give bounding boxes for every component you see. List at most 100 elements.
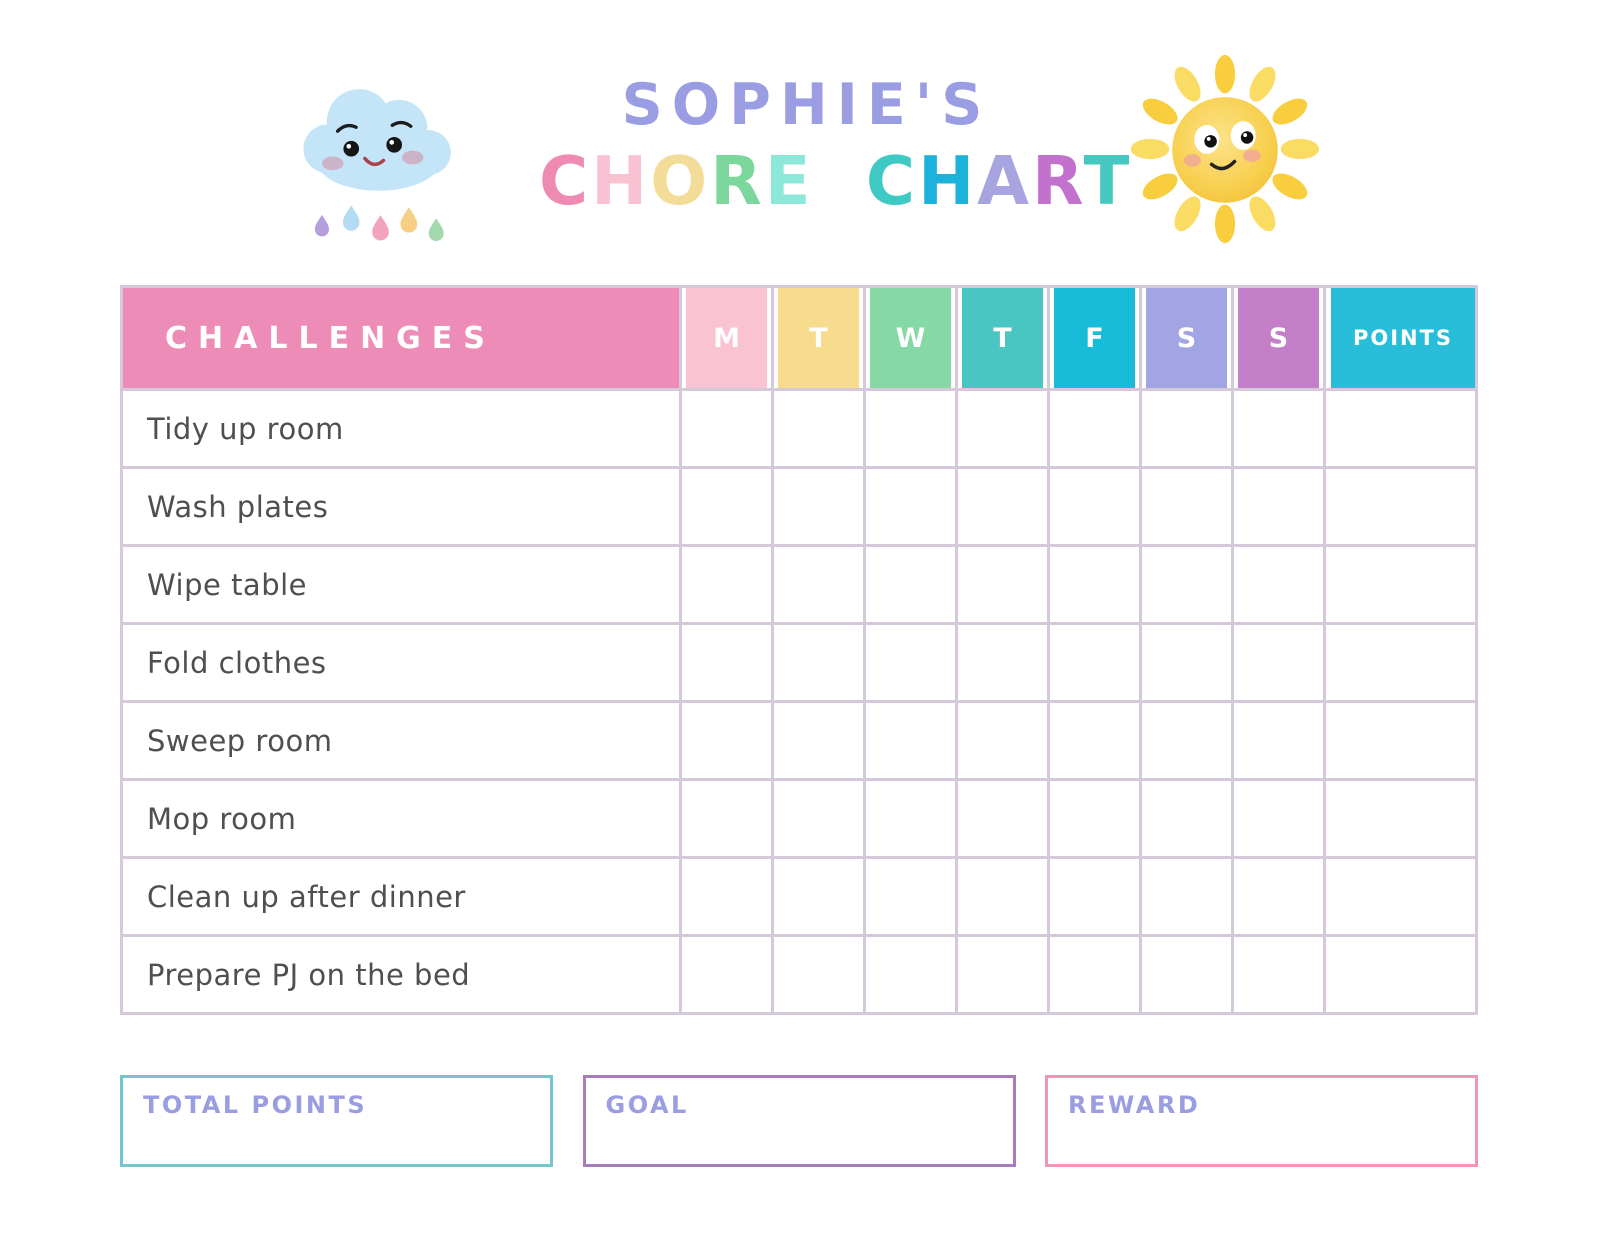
day-cell-tue[interactable] xyxy=(771,778,863,856)
day-cell-thu[interactable] xyxy=(955,544,1047,622)
day-cell-wed[interactable] xyxy=(863,466,955,544)
day-cell-fri[interactable] xyxy=(1047,778,1139,856)
day-cell-sun[interactable] xyxy=(1231,388,1323,466)
day-header-fri: F xyxy=(1047,288,1139,388)
day-cell-wed[interactable] xyxy=(863,544,955,622)
day-cell-thu[interactable] xyxy=(955,856,1047,934)
points-cell[interactable] xyxy=(1323,466,1475,544)
page-subtitle: CHORE CHART xyxy=(539,142,1129,220)
chore-label: Mop room xyxy=(123,778,679,856)
table-row: Fold clothes xyxy=(123,622,1475,700)
day-cell-tue[interactable] xyxy=(771,622,863,700)
chore-label: Wash plates xyxy=(123,466,679,544)
table-row: Wash plates xyxy=(123,466,1475,544)
day-cell-sun[interactable] xyxy=(1231,544,1323,622)
goal-box[interactable]: GOAL xyxy=(582,1075,1016,1167)
day-cell-tue[interactable] xyxy=(771,934,863,1012)
day-cell-tue[interactable] xyxy=(771,388,863,466)
day-cell-fri[interactable] xyxy=(1047,700,1139,778)
day-cell-sun[interactable] xyxy=(1231,466,1323,544)
day-cell-mon[interactable] xyxy=(679,622,771,700)
day-cell-sun[interactable] xyxy=(1231,622,1323,700)
day-cell-sat[interactable] xyxy=(1139,934,1231,1012)
points-cell[interactable] xyxy=(1323,544,1475,622)
day-header-label: F xyxy=(1085,322,1104,354)
day-cell-mon[interactable] xyxy=(679,856,771,934)
points-header-cell: POINTS xyxy=(1323,288,1475,388)
points-cell[interactable] xyxy=(1323,700,1475,778)
day-cell-mon[interactable] xyxy=(679,934,771,1012)
day-header-label: M xyxy=(713,322,740,354)
day-cell-mon[interactable] xyxy=(679,778,771,856)
day-cell-fri[interactable] xyxy=(1047,934,1139,1012)
day-cell-thu[interactable] xyxy=(955,388,1047,466)
chore-label: Tidy up room xyxy=(123,388,679,466)
table-row: Wipe table xyxy=(123,544,1475,622)
day-cell-tue[interactable] xyxy=(771,700,863,778)
day-cell-wed[interactable] xyxy=(863,622,955,700)
day-cell-wed[interactable] xyxy=(863,856,955,934)
day-cell-thu[interactable] xyxy=(955,700,1047,778)
day-cell-fri[interactable] xyxy=(1047,622,1139,700)
chore-label: Fold clothes xyxy=(123,622,679,700)
day-cell-tue[interactable] xyxy=(771,856,863,934)
points-cell[interactable] xyxy=(1323,856,1475,934)
day-cell-wed[interactable] xyxy=(863,388,955,466)
day-cell-tue[interactable] xyxy=(771,466,863,544)
table-row: Prepare PJ on the bed xyxy=(123,934,1475,1012)
subtitle-word-chore: CHORE xyxy=(539,142,814,220)
day-cell-mon[interactable] xyxy=(679,544,771,622)
subtitle-word-chart: CHART xyxy=(865,142,1133,220)
day-cell-sun[interactable] xyxy=(1231,856,1323,934)
day-header-block: F xyxy=(1054,288,1135,388)
day-header-label: T xyxy=(993,322,1012,354)
footer: TOTAL POINTS GOAL REWARD xyxy=(120,1075,1478,1167)
header: SOPHIE'S CHORE CHART xyxy=(0,50,1600,265)
day-cell-wed[interactable] xyxy=(863,700,955,778)
reward-box[interactable]: REWARD xyxy=(1045,1075,1478,1167)
points-cell[interactable] xyxy=(1323,934,1475,1012)
day-cell-fri[interactable] xyxy=(1047,466,1139,544)
day-cell-mon[interactable] xyxy=(679,388,771,466)
day-header-block: S xyxy=(1238,288,1319,388)
day-cell-wed[interactable] xyxy=(863,778,955,856)
day-cell-tue[interactable] xyxy=(771,544,863,622)
day-cell-sat[interactable] xyxy=(1139,388,1231,466)
points-cell[interactable] xyxy=(1323,622,1475,700)
day-cell-sun[interactable] xyxy=(1231,700,1323,778)
day-cell-fri[interactable] xyxy=(1047,856,1139,934)
day-cell-sat[interactable] xyxy=(1139,622,1231,700)
day-cell-mon[interactable] xyxy=(679,700,771,778)
day-cell-sun[interactable] xyxy=(1231,934,1323,1012)
day-cell-thu[interactable] xyxy=(955,778,1047,856)
day-cell-wed[interactable] xyxy=(863,934,955,1012)
day-cell-fri[interactable] xyxy=(1047,388,1139,466)
points-cell[interactable] xyxy=(1323,388,1475,466)
day-header-tue: T xyxy=(771,288,863,388)
day-cell-thu[interactable] xyxy=(955,466,1047,544)
day-cell-sun[interactable] xyxy=(1231,778,1323,856)
day-header-sat: S xyxy=(1139,288,1231,388)
table-row: Mop room xyxy=(123,778,1475,856)
day-cell-mon[interactable] xyxy=(679,466,771,544)
day-cell-sat[interactable] xyxy=(1139,778,1231,856)
day-cell-sat[interactable] xyxy=(1139,856,1231,934)
day-cell-sat[interactable] xyxy=(1139,544,1231,622)
points-cell[interactable] xyxy=(1323,778,1475,856)
total-points-label: TOTAL POINTS xyxy=(143,1091,368,1119)
day-cell-sat[interactable] xyxy=(1139,700,1231,778)
table-row: Tidy up room xyxy=(123,388,1475,466)
day-header-label: W xyxy=(895,322,926,354)
day-cell-thu[interactable] xyxy=(955,622,1047,700)
sun-icon xyxy=(1129,50,1321,252)
page-title: SOPHIE'S xyxy=(621,72,992,138)
table-row: Sweep room xyxy=(123,700,1475,778)
points-header-block: POINTS xyxy=(1331,288,1475,388)
challenges-header-block: CHALLENGES xyxy=(123,288,679,388)
day-cell-thu[interactable] xyxy=(955,934,1047,1012)
total-points-box[interactable]: TOTAL POINTS xyxy=(120,1075,553,1167)
day-header-label: S xyxy=(1176,322,1197,354)
day-cell-sat[interactable] xyxy=(1139,466,1231,544)
day-cell-fri[interactable] xyxy=(1047,544,1139,622)
